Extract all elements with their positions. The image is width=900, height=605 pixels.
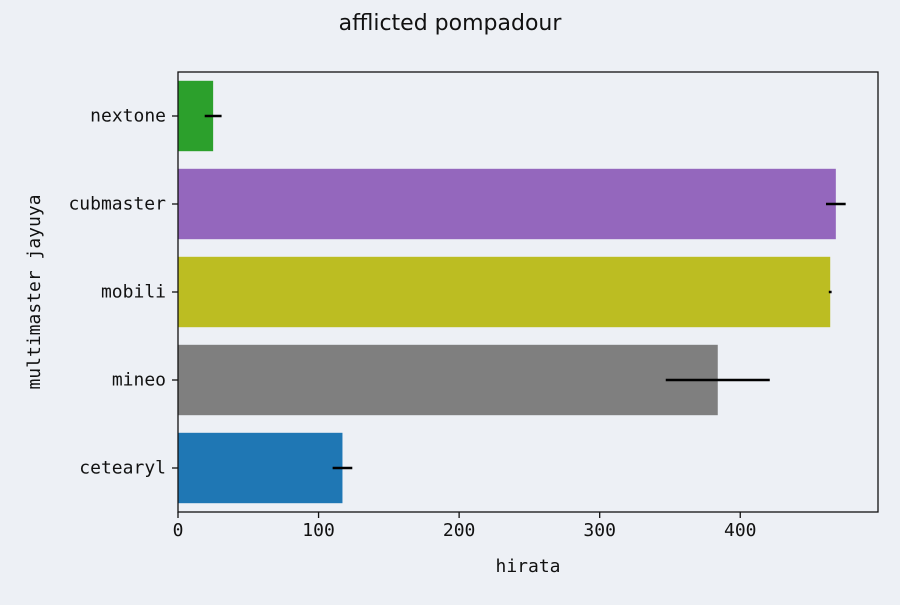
y-tick-label-nextone: nextone	[90, 106, 166, 127]
x-axis-title: hirata	[495, 556, 560, 577]
y-tick-label-cubmaster: cubmaster	[68, 194, 166, 215]
bar-cetearyl	[178, 432, 343, 504]
y-tick-label-cetearyl: cetearyl	[79, 458, 166, 479]
x-tick-label-200: 200	[443, 520, 476, 541]
bar-mobili	[178, 256, 831, 328]
chart-title: afflicted pompadour	[339, 11, 563, 36]
x-tick-label-400: 400	[724, 520, 757, 541]
bar-mineo	[178, 344, 718, 416]
y-axis-title: multimaster jayuya	[24, 194, 45, 389]
y-tick-label-mineo: mineo	[112, 370, 166, 391]
x-tick-label-0: 0	[173, 520, 184, 541]
plot-area: cetearyl mineo mobili cubmaster nextone 0 100 2…	[68, 71, 879, 541]
x-tick-label-300: 300	[583, 520, 616, 541]
bar-cubmaster	[178, 168, 836, 240]
x-tick-label-100: 100	[302, 520, 335, 541]
y-tick-label-mobili: mobili	[101, 282, 166, 303]
